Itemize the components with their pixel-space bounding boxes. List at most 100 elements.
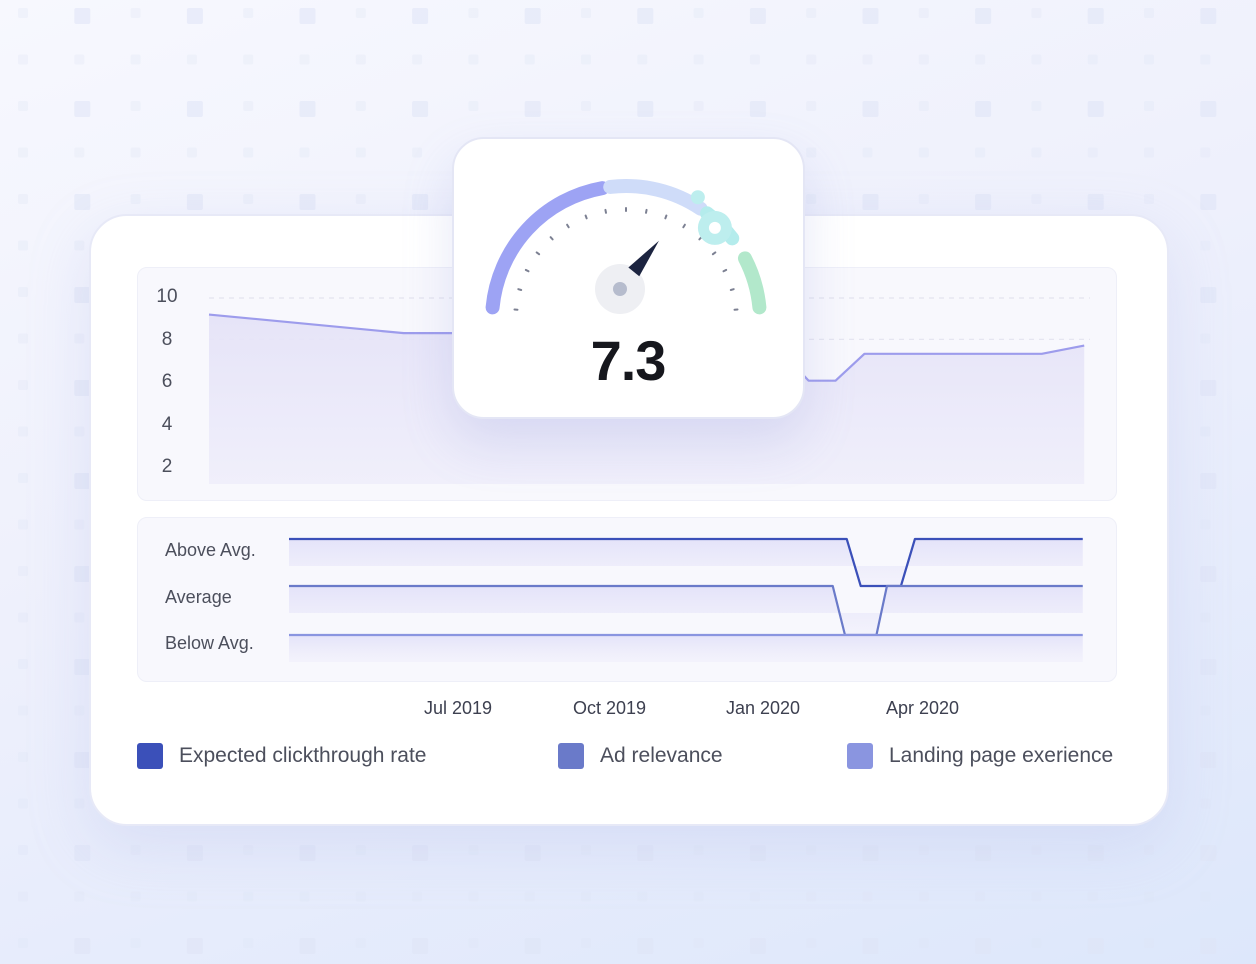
background-dot: [1200, 659, 1217, 675]
background-dot: [355, 194, 366, 204]
background-dot: [1087, 147, 1098, 158]
background-dot: [186, 938, 203, 954]
background-dot: [637, 54, 648, 65]
gauge-segment: [485, 181, 610, 315]
background-dot: [299, 54, 310, 65]
background-dot: [74, 147, 85, 158]
background-dot: [1031, 54, 1042, 65]
background-dot: [18, 938, 28, 948]
background-dot: [806, 938, 817, 948]
background-dot: [862, 891, 873, 902]
background-dot: [412, 194, 429, 210]
background-dot: [299, 938, 316, 954]
background-dot: [749, 938, 766, 954]
quality-band: [289, 586, 1083, 635]
background-dot: [1031, 147, 1042, 158]
background-dot: [355, 54, 366, 65]
background-dot: [1144, 845, 1154, 855]
gauge-tick: [722, 268, 728, 273]
gauge-tick: [584, 214, 588, 220]
background-dot: [693, 891, 704, 902]
background-dot: [524, 8, 541, 24]
gauge-value: 7.3: [590, 329, 667, 392]
background-dot: [693, 101, 704, 111]
background-dot: [130, 147, 141, 158]
background-dot: [18, 333, 28, 344]
quality-level-label: Below Avg.: [165, 633, 254, 653]
background-dot: [74, 659, 91, 675]
background-dot: [1031, 8, 1042, 18]
legend-item-ad-relevance[interactable]: Ad relevance: [558, 742, 723, 770]
background-dot: [1031, 101, 1042, 111]
background-dot: [1031, 938, 1042, 948]
background-dot: [1200, 473, 1217, 489]
background-dot: [637, 891, 648, 902]
background-dot: [1200, 240, 1211, 251]
background-dot: [18, 612, 28, 623]
y-tick-label: 10: [156, 286, 178, 307]
background-dot: [130, 891, 141, 902]
background-dot: [18, 194, 28, 204]
background-dot: [975, 845, 992, 861]
background-dot: [186, 8, 203, 24]
background-dot: [412, 891, 423, 902]
background-dot: [74, 287, 91, 303]
background-dot: [18, 240, 28, 251]
background-dot: [130, 54, 141, 65]
legend-item-landing-page-experience[interactable]: Landing page exerience: [847, 742, 1113, 770]
gauge-tick: [535, 251, 541, 256]
background-dot: [975, 938, 992, 954]
background-dot: [1031, 891, 1042, 902]
background-dot: [581, 8, 591, 18]
background-dot: [918, 101, 929, 111]
background-dot: [74, 891, 85, 902]
background-dot: [243, 891, 254, 902]
background-dot: [74, 938, 91, 954]
background-dot: [186, 891, 197, 902]
background-dot: [581, 891, 591, 902]
background-dot: [299, 8, 316, 24]
background-dot: [130, 938, 141, 948]
background-dot: [18, 519, 28, 530]
background-dot: [468, 54, 479, 65]
background-dot: [412, 54, 423, 65]
background-dot: [862, 147, 873, 158]
background-dot: [918, 8, 929, 18]
gauge-tick: [604, 208, 607, 214]
background-dot: [806, 891, 817, 902]
background-dot: [693, 54, 704, 65]
background-dot: [74, 612, 85, 623]
background-dot: [74, 380, 91, 396]
background-dot: [1144, 147, 1154, 158]
background-dot: [693, 938, 704, 948]
background-dot: [468, 8, 479, 18]
background-dot: [412, 8, 429, 24]
y-tick-label: 4: [161, 414, 173, 435]
background-dot: [468, 891, 479, 902]
gauge-tick: [682, 223, 686, 229]
background-dot: [412, 845, 429, 861]
background-dot: [18, 891, 28, 902]
gauge-tick: [524, 268, 530, 273]
background-dot: [1200, 612, 1211, 623]
background-dot: [243, 8, 254, 18]
background-dot: [74, 240, 85, 251]
legend-label: Landing page exerience: [889, 744, 1114, 767]
background-dot: [243, 54, 254, 65]
background-dot: [1144, 8, 1154, 18]
background-dot: [18, 473, 28, 483]
background-dot: [1200, 845, 1217, 861]
legend-item-expected-clickthrough-rate[interactable]: Expected clickthrough rate: [137, 742, 426, 770]
background-dot: [637, 101, 654, 117]
background-dot: [1200, 333, 1211, 344]
background-dot: [355, 101, 366, 111]
x-tick-label: Oct 2019: [573, 698, 647, 718]
background-dot: [524, 54, 535, 65]
background-dot: [1087, 8, 1104, 24]
background-dot: [918, 938, 929, 948]
background-dot: [806, 8, 817, 18]
background-dot: [130, 194, 141, 204]
background-dot: [749, 54, 760, 65]
background-dot: [130, 101, 141, 111]
